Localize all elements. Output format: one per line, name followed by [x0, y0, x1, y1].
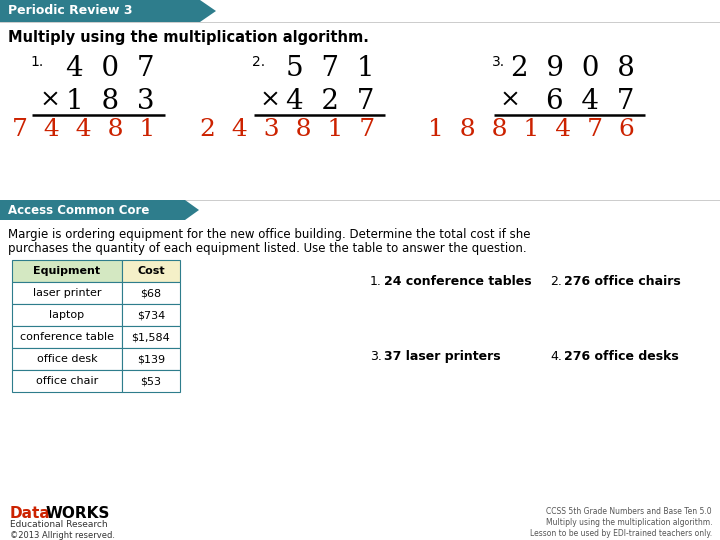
Text: office chair: office chair — [36, 376, 98, 386]
Text: laser printer: laser printer — [32, 288, 102, 298]
Polygon shape — [185, 200, 199, 220]
Text: Equipment: Equipment — [33, 266, 101, 276]
Text: 4  0  7: 4 0 7 — [66, 55, 155, 82]
Bar — [12, 326, 122, 348]
Text: Periodic Review 3: Periodic Review 3 — [8, 4, 132, 17]
Text: 7  4  4  8  1: 7 4 4 8 1 — [12, 118, 155, 141]
Text: Lesson to be used by EDI-trained teachers only.: Lesson to be used by EDI-trained teacher… — [530, 529, 712, 538]
Text: 1  8  3: 1 8 3 — [66, 88, 155, 115]
Text: CCSS 5th Grade Numbers and Base Ten 5.0: CCSS 5th Grade Numbers and Base Ten 5.0 — [546, 507, 712, 516]
Text: 4  2  7: 4 2 7 — [287, 88, 375, 115]
Bar — [8, 500, 108, 530]
Bar — [0, 200, 185, 220]
Bar — [12, 260, 122, 282]
Text: 24 conference tables: 24 conference tables — [384, 275, 531, 288]
Text: $139: $139 — [137, 354, 165, 364]
Text: Access Common Core: Access Common Core — [8, 204, 149, 217]
Text: 5  7  1: 5 7 1 — [287, 55, 375, 82]
Text: Multiply using the multiplication algorithm.: Multiply using the multiplication algori… — [8, 30, 369, 45]
Text: 37 laser printers: 37 laser printers — [384, 350, 500, 363]
Text: 3.: 3. — [492, 55, 505, 69]
Text: ©2013 Allright reserved.: ©2013 Allright reserved. — [10, 531, 115, 540]
Bar — [0, 0, 200, 22]
Text: $68: $68 — [140, 288, 161, 298]
Bar — [122, 326, 180, 348]
Text: Margie is ordering equipment for the new office building. Determine the total co: Margie is ordering equipment for the new… — [8, 228, 531, 241]
Text: 276 office chairs: 276 office chairs — [564, 275, 680, 288]
Text: conference table: conference table — [20, 332, 114, 342]
Text: $734: $734 — [137, 310, 165, 320]
Text: Multiply using the multiplication algorithm.: Multiply using the multiplication algori… — [546, 518, 712, 527]
Text: WORKS: WORKS — [46, 506, 110, 521]
Text: 6  4  7: 6 4 7 — [546, 88, 635, 115]
Polygon shape — [200, 0, 216, 22]
Text: 1.: 1. — [30, 55, 43, 69]
Text: 4.: 4. — [550, 350, 562, 363]
Bar — [122, 370, 180, 392]
Text: ×: × — [260, 88, 281, 111]
Bar — [12, 370, 122, 392]
Text: $53: $53 — [140, 376, 161, 386]
Text: Cost: Cost — [138, 266, 165, 276]
Bar — [122, 348, 180, 370]
Text: 2.: 2. — [252, 55, 265, 69]
Text: 3.: 3. — [370, 350, 382, 363]
Bar — [12, 304, 122, 326]
Bar — [12, 282, 122, 304]
Text: 276 office desks: 276 office desks — [564, 350, 679, 363]
Text: $1,584: $1,584 — [132, 332, 171, 342]
Bar — [122, 282, 180, 304]
Bar — [122, 304, 180, 326]
Text: office desk: office desk — [37, 354, 97, 364]
Text: 1.: 1. — [370, 275, 382, 288]
Text: 2  4  3  8  1  7: 2 4 3 8 1 7 — [200, 118, 375, 141]
Text: ×: × — [500, 88, 521, 111]
Text: 2.: 2. — [550, 275, 562, 288]
Text: ×: × — [40, 88, 61, 111]
Text: 2  9  0  8: 2 9 0 8 — [511, 55, 635, 82]
Text: Educational Research: Educational Research — [10, 520, 107, 529]
Bar — [12, 348, 122, 370]
Text: laptop: laptop — [50, 310, 84, 320]
Text: Data: Data — [10, 506, 50, 521]
Text: purchases the quantity of each equipment listed. Use the table to answer the que: purchases the quantity of each equipment… — [8, 242, 526, 255]
Text: 1  8  8  1  4  7  6: 1 8 8 1 4 7 6 — [428, 118, 635, 141]
Bar — [122, 260, 180, 282]
